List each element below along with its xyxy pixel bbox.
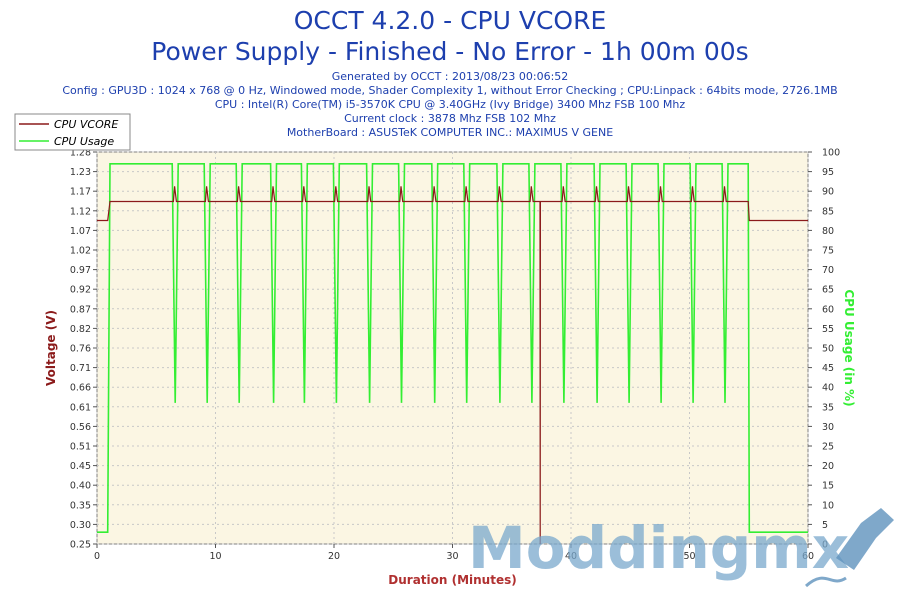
y-tick-label: 1.07 [70,226,91,237]
watermark-logo: Moddingmx [466,498,900,602]
y2-tick-label: 85 [822,206,834,217]
y2-tick-label: 55 [822,324,834,335]
y-tick-label: 0.35 [70,500,91,511]
y-tick-label: 0.82 [70,324,91,335]
y2-tick-label: 35 [822,402,834,413]
y-tick-label: 0.66 [70,383,91,394]
y2-tick-label: 20 [822,461,834,472]
y-tick-label: 0.76 [70,344,91,355]
series-cpu-usage-line [97,163,808,534]
y-tick-label: 1.28 [70,148,91,159]
y-tick-label: 0.61 [70,402,91,413]
y-tick-label: 0.25 [70,540,91,551]
x-tick-label: 20 [328,551,340,562]
y-tick-label: 1.12 [70,206,91,217]
info-config: Config : GPU3D : 1024 x 768 @ 0 Hz, Wind… [62,84,838,97]
x-tick-label: 60 [802,551,814,562]
x-tick-label: 50 [683,551,695,562]
x-tick-label: 40 [565,551,577,562]
y-axis-label: Voltage (V) [44,310,58,386]
y2-tick-label: 95 [822,167,834,178]
y-tick-label: 0.87 [70,304,91,315]
x-tick-label: 30 [446,551,458,562]
x-tick-label: 0 [94,551,100,562]
x-axis-label: Duration (Minutes) [388,573,516,587]
y-tick-label: 0.71 [70,363,91,374]
y2-tick-label: 70 [822,265,834,276]
y2-axis-label: CPU Usage (in %) [842,289,856,406]
series-cpu-vcore-line [97,186,808,545]
y2-tick-label: 100 [822,148,840,159]
y-tick-label: 0.97 [70,265,91,276]
y2-tick-label: 60 [822,304,834,315]
y2-tick-label: 75 [822,246,834,257]
y2-tick-label: 5 [822,520,828,531]
legend-box [14,113,131,151]
y-tick-label: 0.30 [70,520,91,531]
chart-subtitle: Power Supply - Finished - No Error - 1h … [151,37,749,66]
y2-tick-label: 65 [822,285,834,296]
y2-tick-label: 45 [822,363,834,374]
legend-label-cpu-usage: CPU Usage [54,135,114,148]
info-generated: Generated by OCCT : 2013/08/23 00:06:52 [331,70,569,83]
y2-tick-label: 90 [822,187,834,198]
y2-tick-label: 40 [822,383,834,394]
y2-tick-label: 10 [822,500,834,511]
y-tick-label: 0.40 [70,481,91,492]
x-tick-label: 10 [209,551,221,562]
y2-tick-label: 80 [822,226,834,237]
y2-tick-label: 15 [822,481,834,492]
watermark-text: Moddingmx [468,514,849,582]
chart-title: OCCT 4.2.0 - CPU VCORE [293,6,607,35]
info-clock: Current clock : 3878 Mhz FSB 102 Mhz [344,112,556,125]
y-tick-label: 0.45 [70,461,91,472]
y-tick-label: 1.23 [70,167,91,178]
y2-tick-label: 50 [822,344,834,355]
info-cpu: CPU : Intel(R) Core(TM) i5-3570K CPU @ 3… [214,98,686,111]
y-tick-label: 0.51 [70,442,91,453]
legend-label-cpu-vcore: CPU VCORE [54,118,118,131]
y-tick-label: 1.17 [70,187,91,198]
y-tick-label: 0.92 [70,285,91,296]
y2-tick-label: 0 [822,540,828,551]
info-motherboard: MotherBoard : ASUSTeK COMPUTER INC.: MAX… [286,126,614,139]
y2-tick-label: 30 [822,422,834,433]
y2-tick-label: 25 [822,442,834,453]
y-tick-label: 0.56 [70,422,91,433]
y-tick-label: 1.02 [70,246,91,257]
